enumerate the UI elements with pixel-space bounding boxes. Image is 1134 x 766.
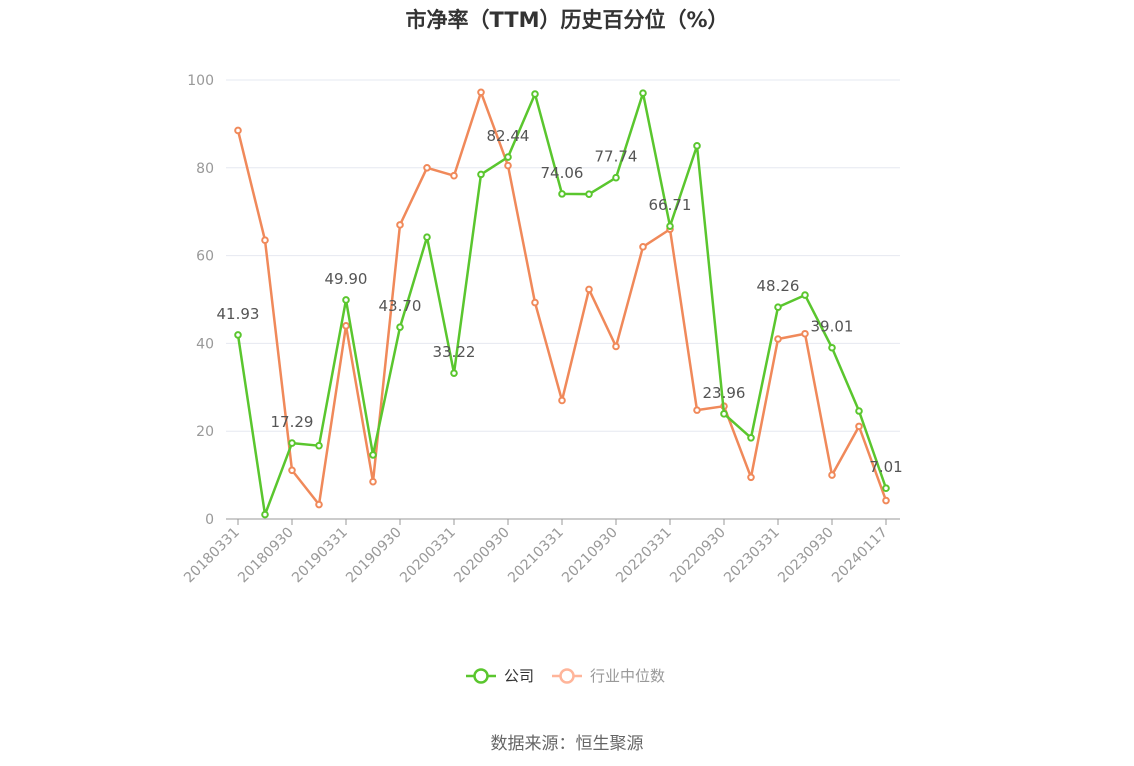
company-point — [261, 510, 269, 519]
industry-point — [828, 471, 836, 479]
industry-point — [342, 322, 350, 330]
legend-item: 行业中位数 — [552, 667, 665, 685]
company-point — [639, 89, 647, 97]
company-point — [882, 484, 890, 493]
industry-point — [801, 329, 809, 338]
industry-point — [747, 473, 755, 482]
industry-point — [639, 243, 647, 251]
x-tick-label: 20200930 — [451, 525, 513, 587]
x-tick-label: 20190331 — [289, 525, 351, 587]
industry-point — [558, 396, 566, 405]
company-point — [504, 153, 512, 161]
company-point — [450, 369, 458, 377]
industry-point — [315, 500, 323, 509]
company-point — [774, 303, 782, 311]
company-point — [234, 331, 242, 339]
company-point — [828, 343, 836, 352]
industry-point — [882, 496, 890, 505]
series — [234, 88, 890, 519]
x-tick-label: 20240117 — [829, 525, 891, 587]
legend-label: 公司 — [504, 667, 534, 685]
company-point — [342, 296, 350, 304]
company-point — [477, 170, 485, 179]
data-label: 17.29 — [271, 413, 314, 431]
company-point — [585, 190, 593, 198]
y-tick-label: 60 — [196, 249, 214, 265]
company-point — [693, 142, 701, 150]
data-label: 49.90 — [325, 270, 368, 288]
chart-title: 市净率（TTM）历史百分位（%） — [405, 8, 729, 32]
x-tick-label: 20230930 — [775, 525, 837, 587]
industry-point — [693, 406, 701, 414]
data-label: 23.96 — [703, 384, 746, 402]
x-tick-label: 20200331 — [397, 525, 459, 587]
data-label: 77.74 — [595, 148, 638, 166]
data-label: 66.71 — [649, 196, 692, 214]
data-label: 43.70 — [379, 297, 422, 315]
data-label: 39.01 — [811, 318, 854, 336]
x-tick-label: 20220930 — [667, 525, 729, 587]
industry-line — [236, 91, 888, 506]
source-note: 数据来源：恒生聚源 — [490, 734, 644, 754]
data-label: 7.01 — [869, 458, 902, 476]
industry-point — [261, 236, 269, 245]
company-point — [720, 410, 728, 418]
industry-point — [477, 88, 485, 97]
company-point — [666, 222, 674, 230]
x-tick-label: 20230331 — [721, 525, 783, 587]
x-tick-label: 20190930 — [343, 525, 405, 587]
data-label: 82.44 — [487, 127, 530, 145]
data-label: 33.22 — [433, 343, 476, 361]
grid-lines — [226, 79, 900, 432]
x-tick-label: 20210331 — [505, 525, 567, 587]
company-point — [369, 451, 377, 459]
y-tick-label: 40 — [196, 336, 214, 352]
legend-marker — [473, 668, 489, 684]
industry-point — [423, 164, 431, 172]
legend: 公司 行业中位数 — [466, 667, 665, 685]
legend-item: 公司 — [466, 667, 534, 685]
company-point — [747, 433, 755, 442]
y-tick-label: 80 — [196, 161, 214, 177]
company-point — [855, 407, 863, 415]
industry-point — [450, 171, 458, 180]
company-point — [558, 190, 566, 198]
data-label: 74.06 — [541, 164, 584, 182]
industry-point — [612, 342, 620, 351]
company-point — [531, 90, 539, 98]
industry-point — [234, 126, 242, 135]
data-label: 48.26 — [757, 277, 800, 295]
industry-point — [396, 221, 404, 229]
industry-point — [774, 335, 782, 343]
company-point — [423, 233, 431, 241]
y-tick-label: 20 — [196, 424, 214, 440]
industry-point — [288, 466, 296, 475]
y-tick-label: 100 — [187, 73, 214, 89]
y-tick-label: 0 — [205, 512, 214, 528]
x-tick-label: 20180930 — [235, 525, 297, 587]
data-label: 41.93 — [217, 305, 260, 323]
industry-point — [531, 298, 539, 307]
axes: 0 20 40 60 80 100 2018033120180930201903312019… — [181, 73, 900, 586]
data-labels: 41.93 17.29 49.90 43.70 33.22 82.44 74.06 77.74… — [217, 127, 903, 476]
x-tick-label: 20180331 — [181, 525, 243, 587]
x-tick-label: 20210930 — [559, 525, 621, 587]
company-point — [315, 441, 323, 450]
company-point — [288, 439, 296, 447]
company-line — [236, 91, 888, 516]
x-tick-label: 20220331 — [613, 525, 675, 587]
industry-point — [855, 422, 863, 431]
company-point — [612, 173, 620, 182]
company-point — [801, 291, 809, 299]
legend-label: 行业中位数 — [590, 667, 665, 685]
company-point — [396, 323, 404, 331]
industry-point — [504, 161, 512, 170]
industry-point — [369, 477, 377, 486]
industry-point — [585, 285, 593, 294]
legend-marker — [559, 668, 575, 684]
